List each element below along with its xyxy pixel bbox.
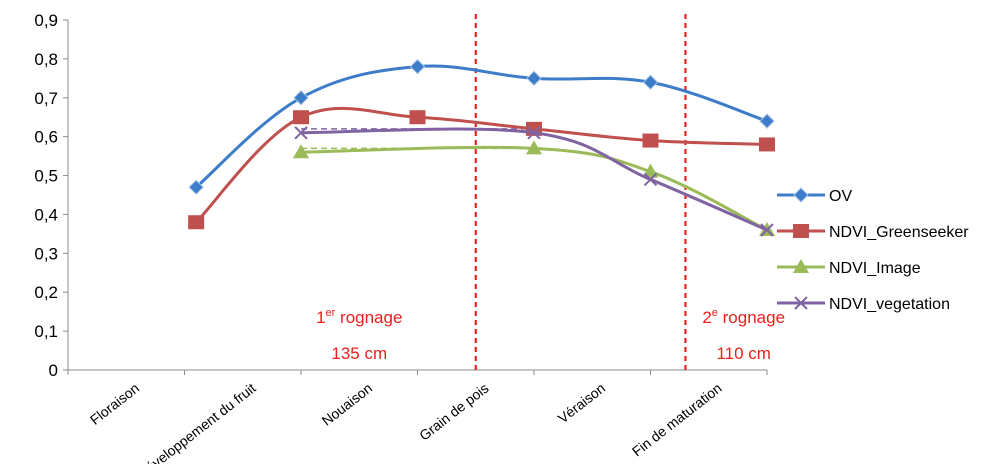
data-point xyxy=(526,70,542,87)
marker-stroke xyxy=(527,126,541,140)
legend-marker xyxy=(794,296,808,310)
y-tick-label: 0,8 xyxy=(34,50,58,69)
legend-label: OV xyxy=(829,188,852,205)
data-point xyxy=(760,223,774,237)
y-tick-label: 0,7 xyxy=(34,89,58,108)
data-point xyxy=(409,110,426,125)
legend-marker xyxy=(793,187,809,203)
x-tick-label: Nouaison xyxy=(319,380,375,429)
marker-stroke xyxy=(294,126,308,140)
legend-label: NDVI_vegetation xyxy=(829,296,950,313)
data-point xyxy=(643,172,658,187)
data-point xyxy=(188,179,204,195)
y-tick-label: 0,3 xyxy=(34,244,58,263)
y-tick-label: 0,4 xyxy=(34,205,58,224)
data-point xyxy=(527,126,541,140)
data-point xyxy=(294,126,308,140)
data-point xyxy=(293,110,309,125)
annotation-title: 1er rognage xyxy=(316,307,402,327)
legend-entry: OV xyxy=(777,187,852,205)
y-tick-label: 0,2 xyxy=(34,283,58,302)
data-point xyxy=(526,140,542,155)
data-point xyxy=(759,113,775,129)
annotation-title: 2e rognage xyxy=(702,307,785,327)
y-tick-labels: 0 0,1 0,2 0,3 0,4 0,5 0,6 0,7 0,8 0,9 xyxy=(34,11,58,380)
legend-label: NDVI_Greenseeker xyxy=(829,224,969,241)
series-line xyxy=(300,145,768,232)
legend-entry: NDVI_vegetation xyxy=(777,296,950,313)
x-tick-label: Fin de maturation xyxy=(629,380,725,460)
annotation-value: 135 cm xyxy=(331,344,387,363)
series-line xyxy=(300,127,768,232)
marker-stroke xyxy=(794,296,808,310)
legend: OV NDVI_Greenseeker NDVI_Image NDVI_vegetat… xyxy=(777,187,969,313)
y-tick-label: 0,5 xyxy=(34,167,58,186)
y-tick-label: 0,1 xyxy=(34,322,58,341)
legend-entry: NDVI_Greenseeker xyxy=(777,224,969,241)
x-tick-label: Floraison xyxy=(87,380,142,428)
legend-entry: NDVI_Image xyxy=(777,259,921,277)
series-ndvi-vegetation xyxy=(294,126,774,237)
data-point xyxy=(293,90,309,106)
vertical-markers xyxy=(474,14,687,370)
y-tick-label: 0,6 xyxy=(34,128,58,147)
chart-axes xyxy=(63,19,768,375)
data-point xyxy=(642,133,659,148)
annotation-value: 110 cm xyxy=(716,344,771,363)
legend-marker xyxy=(793,224,809,238)
y-tick-label: 0,9 xyxy=(34,11,58,30)
data-point xyxy=(188,215,205,230)
marker-stroke xyxy=(760,223,774,237)
series-line xyxy=(195,64,768,189)
x-tick-label: Développement du fruit xyxy=(135,380,259,464)
data-point xyxy=(293,144,309,159)
series-line xyxy=(195,106,768,224)
legend-label: NDVI_Image xyxy=(829,260,921,277)
series-lines xyxy=(188,58,775,237)
series-ndvi-greenseeker xyxy=(188,106,775,230)
series-ov xyxy=(188,58,775,195)
x-tick-label: Véraison xyxy=(555,380,608,427)
data-point xyxy=(409,58,426,75)
data-point xyxy=(642,74,659,90)
marker-stroke xyxy=(643,172,658,187)
data-point xyxy=(759,137,775,152)
x-tick-label: Grain de pois xyxy=(416,380,491,444)
annotations: 1er rognage 135 cm 2e rognage 110 cm xyxy=(316,307,785,363)
legend-marker xyxy=(793,259,809,273)
series-ndvi-image xyxy=(293,140,775,236)
y-tick-label: 0 xyxy=(49,361,58,380)
